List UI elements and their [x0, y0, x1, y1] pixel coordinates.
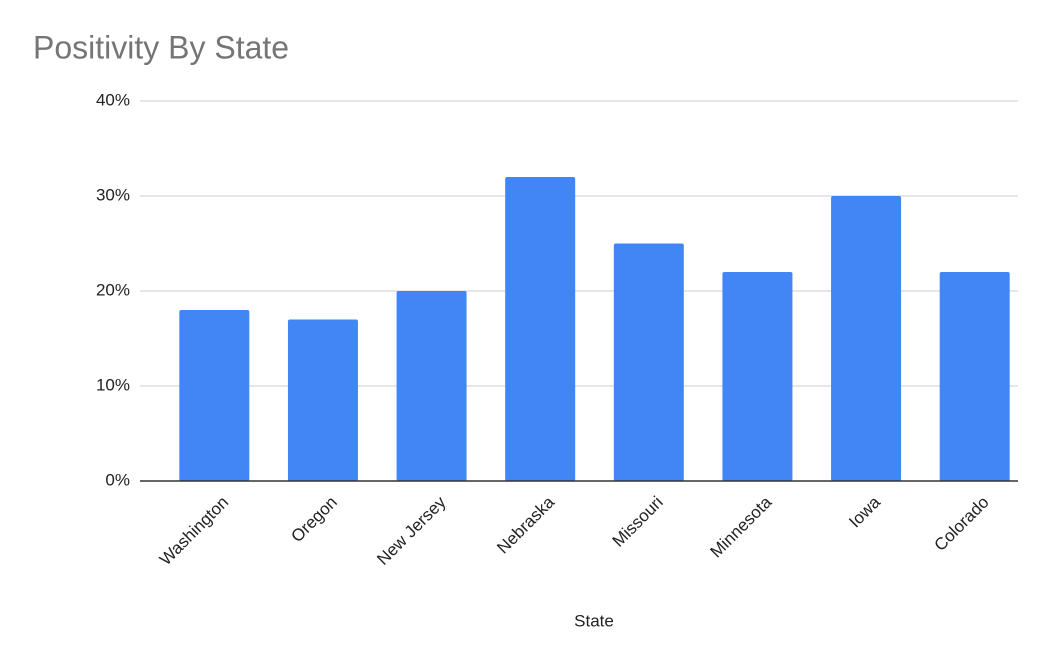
- bar: [831, 196, 902, 481]
- x-tick-label: Minnesota: [707, 492, 776, 561]
- x-tick-label: Iowa: [845, 492, 884, 531]
- x-tick-label: Missouri: [609, 493, 667, 551]
- y-tick-label: 20%: [96, 280, 130, 299]
- x-tick-label: New Jersey: [373, 492, 450, 569]
- bar: [939, 272, 1010, 481]
- bar: [287, 319, 358, 481]
- bar: [722, 272, 793, 481]
- y-tick-label: 10%: [96, 375, 130, 394]
- bar: [505, 177, 576, 481]
- bar: [613, 243, 684, 481]
- x-axis-label: State: [574, 611, 614, 630]
- bar: [179, 310, 250, 481]
- x-tick-label: Colorado: [930, 493, 992, 555]
- bar: [396, 291, 467, 481]
- x-tick-label: Oregon: [287, 493, 341, 547]
- x-tick-label: Nebraska: [493, 492, 558, 557]
- x-tick-label: Washington: [156, 493, 232, 569]
- chart-title: Positivity By State: [33, 29, 289, 65]
- y-tick-label: 40%: [96, 90, 130, 109]
- y-tick-label: 30%: [96, 185, 130, 204]
- y-tick-label: 0%: [105, 470, 130, 489]
